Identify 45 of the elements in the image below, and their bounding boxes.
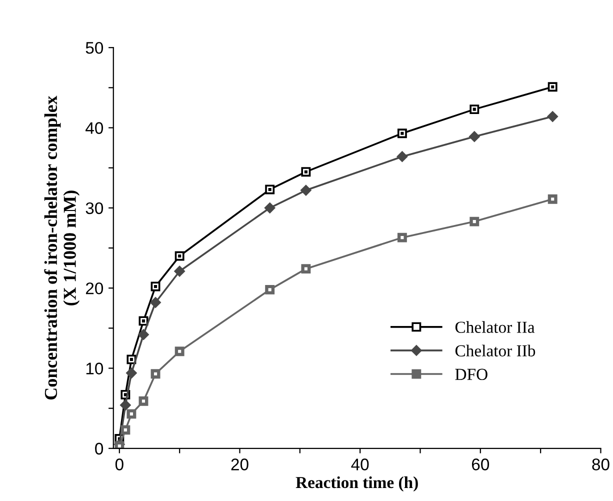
point — [126, 409, 136, 419]
point — [301, 167, 311, 177]
point — [470, 216, 480, 226]
point — [150, 282, 160, 292]
y-tick-label: 30 — [86, 202, 104, 214]
y-tick-label: 50 — [86, 42, 104, 54]
y-tick-label: 40 — [86, 122, 104, 134]
point — [120, 425, 130, 435]
point — [548, 194, 558, 204]
point — [469, 131, 480, 142]
point — [300, 184, 312, 196]
y-tick-label: 10 — [86, 362, 104, 374]
y-axis-title: Concentration of iron-chelator complex (X 1/1000 mM) — [44, 96, 80, 400]
x-tick-label: 80 — [592, 458, 610, 470]
point — [470, 104, 480, 114]
point — [265, 284, 275, 294]
y-tick-label: 20 — [86, 282, 104, 294]
point — [174, 266, 185, 277]
x-tick-label: 40 — [351, 458, 369, 470]
point — [138, 396, 148, 406]
point — [138, 329, 149, 340]
point — [547, 111, 558, 122]
legend-label: Chelator IIa — [455, 321, 535, 333]
point — [126, 368, 137, 378]
point — [396, 151, 408, 162]
point — [174, 346, 184, 356]
x-tick-label: 0 — [115, 458, 124, 470]
point — [174, 251, 184, 261]
point — [150, 369, 160, 379]
point — [138, 316, 148, 326]
point — [120, 400, 131, 410]
legend-label: Chelator IIb — [455, 344, 536, 356]
point — [126, 354, 136, 364]
point — [548, 82, 558, 92]
point — [265, 184, 275, 194]
point — [301, 264, 311, 274]
x-tick-label: 20 — [231, 458, 248, 470]
x-tick-label: 60 — [472, 458, 490, 470]
x-axis-title: Reaction time (h) — [296, 476, 418, 492]
point — [397, 128, 407, 138]
point — [150, 297, 161, 308]
point — [397, 232, 407, 242]
legend-label: DFO — [455, 368, 488, 380]
y-tick-label: 0 — [95, 442, 104, 455]
point — [264, 202, 276, 214]
